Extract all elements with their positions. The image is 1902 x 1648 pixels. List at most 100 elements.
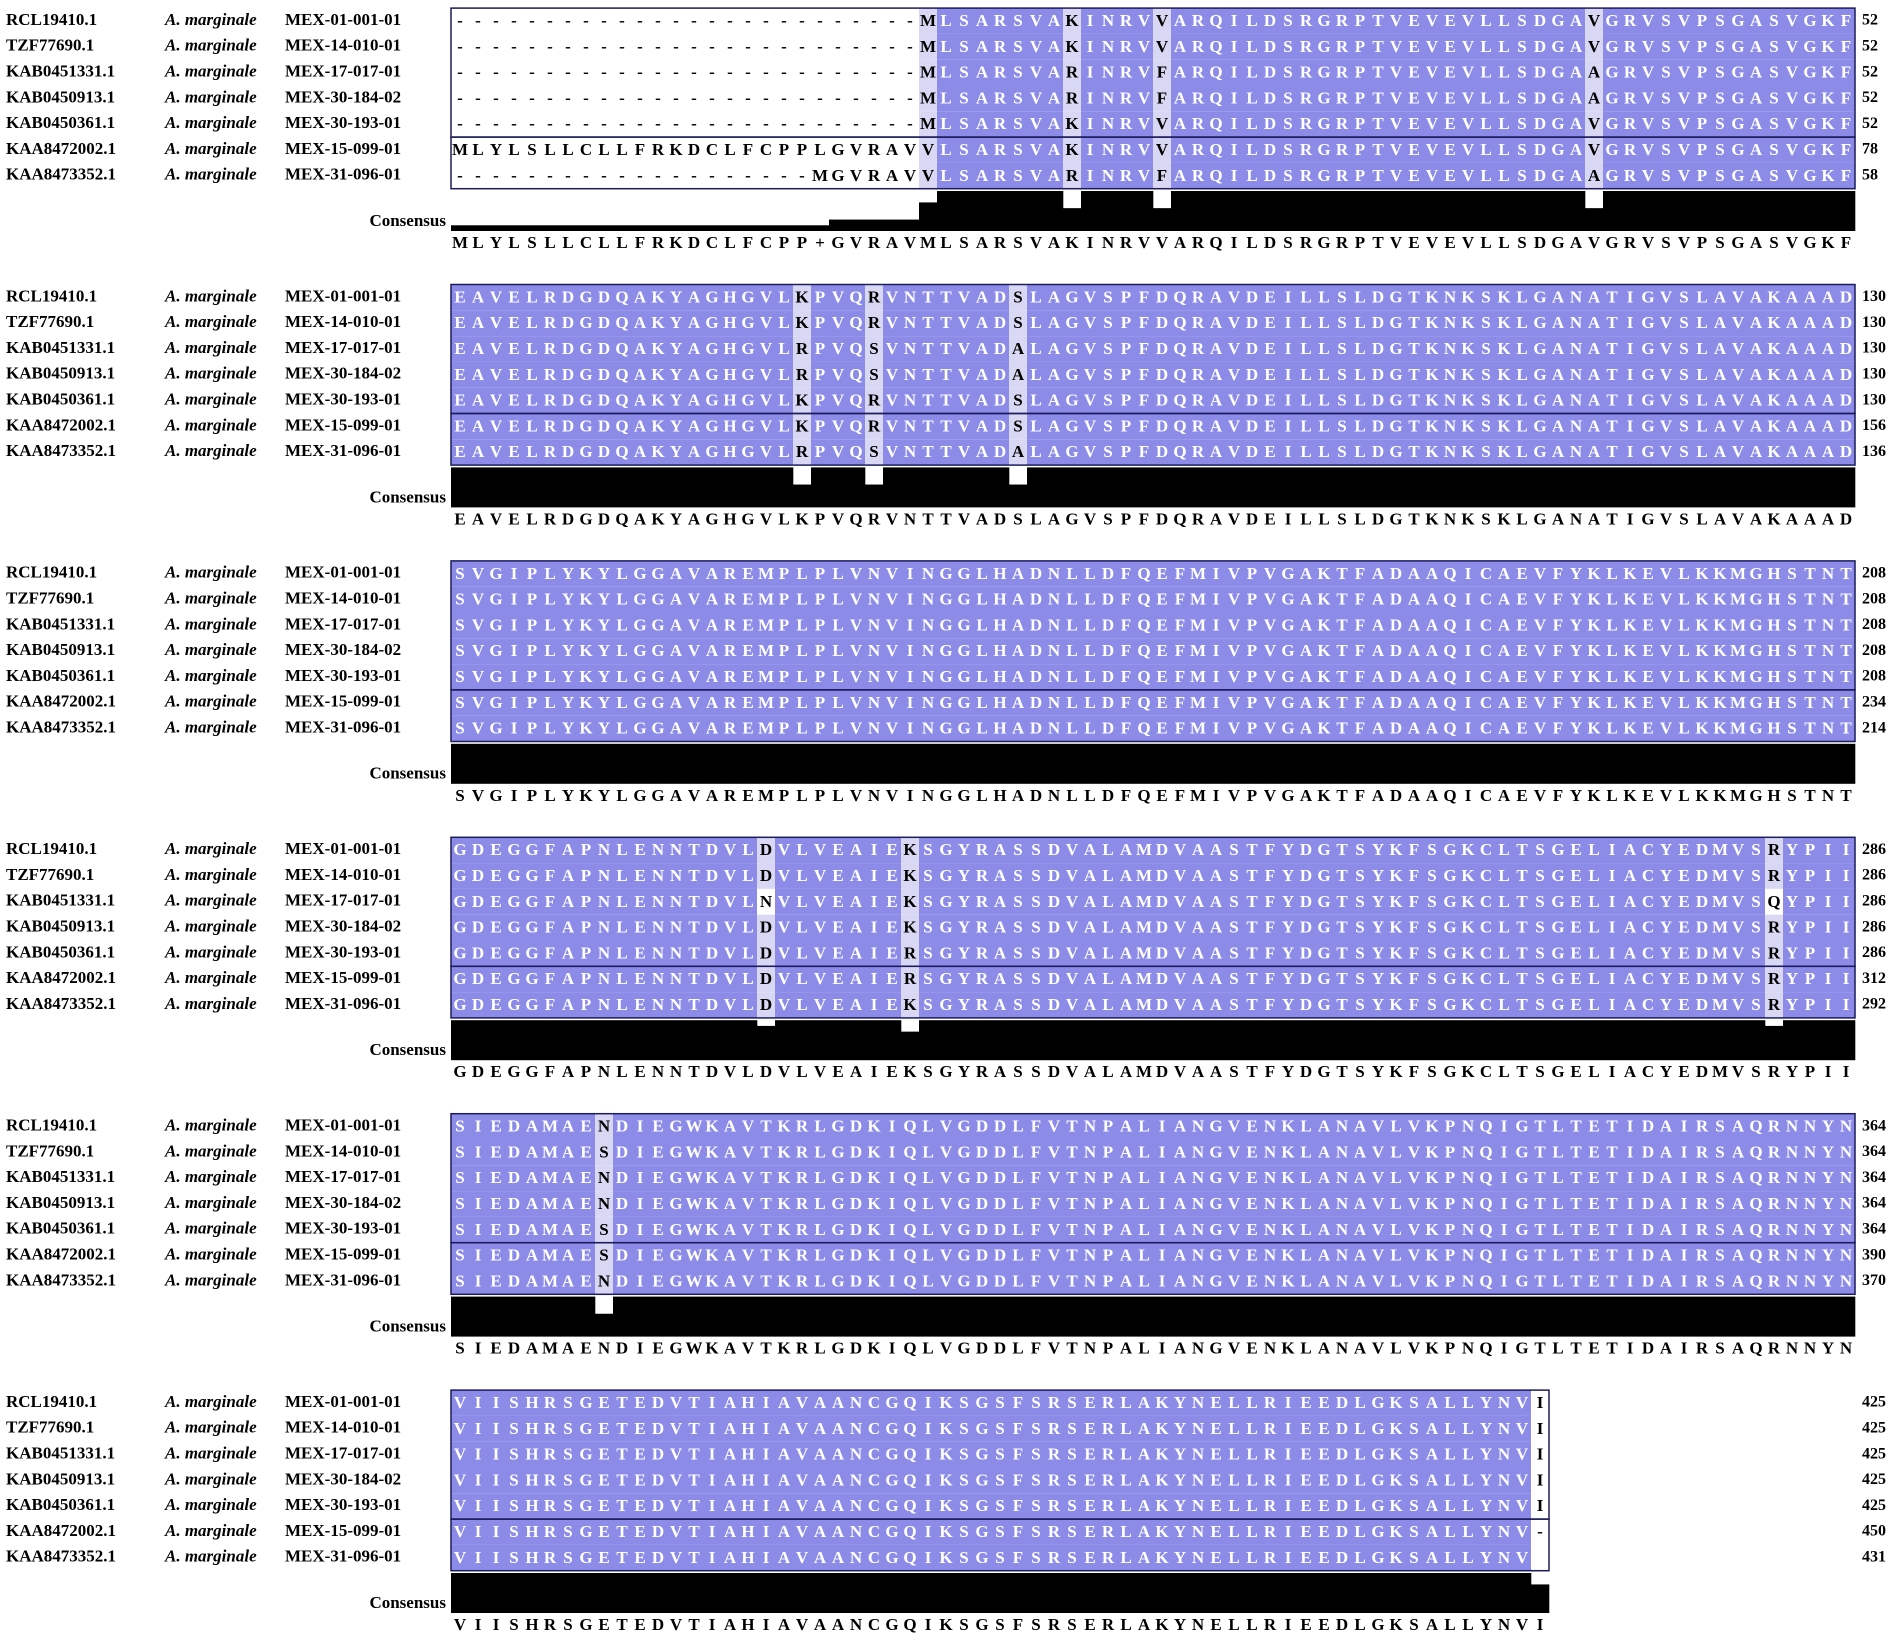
- conservation-bar: [577, 1573, 596, 1613]
- conservation-bar: [1747, 1296, 1766, 1337]
- accession: KAB0450361.1: [6, 1495, 115, 1514]
- conservation-bar: [1459, 743, 1478, 784]
- strain: MEX-17-017-01: [285, 1444, 401, 1463]
- conservation-bar: [1297, 1020, 1316, 1061]
- consensus-sequence: M L Y L S L L C L L F R K D C L F C P P + G V R A V M L S A R S V A K I N R V V…: [452, 233, 1851, 252]
- residue-cell: [775, 85, 793, 112]
- residue-cell: [559, 8, 577, 34]
- residue-cell: [1819, 85, 1837, 112]
- residue-cell: [1351, 59, 1369, 86]
- residue-cell: [1009, 111, 1027, 138]
- conservation-bar: [1045, 1020, 1064, 1061]
- residue-cell: [1135, 8, 1153, 34]
- residue-cell: [955, 33, 973, 60]
- species: A. marginale: [164, 113, 257, 132]
- conservation-bar: [595, 1313, 614, 1337]
- conservation-bar: [1045, 1573, 1064, 1613]
- residue-cell: [1189, 8, 1207, 34]
- residue-cell: [1405, 111, 1423, 138]
- residue-cell: [793, 111, 811, 138]
- conservation-bar: [1351, 1573, 1370, 1613]
- species: A. marginale: [164, 1495, 257, 1514]
- residue-cell: [1693, 85, 1711, 112]
- residue-cell: [1657, 8, 1675, 34]
- strain: MEX-14-010-01: [285, 589, 401, 608]
- residue-cell: [1837, 33, 1855, 60]
- conservation-bar: [649, 1020, 668, 1061]
- conservation-bar: [577, 743, 596, 784]
- species: A. marginale: [164, 390, 257, 409]
- species: A. marginale: [164, 1521, 257, 1540]
- conservation-bar: [1621, 743, 1640, 784]
- strain: MEX-01-001-01: [285, 1392, 401, 1411]
- conservation-bar: [1153, 467, 1172, 508]
- species: A. marginale: [164, 865, 257, 884]
- residue-cell: [937, 59, 955, 86]
- position: 292: [1862, 996, 1886, 1013]
- residue-cell: [1009, 33, 1027, 60]
- residue-cell: [955, 8, 973, 34]
- species: A. marginale: [164, 1392, 257, 1411]
- residue-cell: [991, 85, 1009, 112]
- accession: KAA8472002.1: [6, 139, 116, 158]
- conservation-bar: [1369, 1296, 1388, 1337]
- accession: KAA8473352.1: [6, 165, 116, 184]
- accession: KAB0450361.1: [6, 113, 115, 132]
- accession: KAB0451331.1: [6, 1167, 115, 1186]
- residue-cell: [1441, 111, 1459, 138]
- accession: RCL19410.1: [6, 286, 97, 305]
- residue-cell: [1099, 85, 1117, 112]
- conservation-bar: [1441, 743, 1460, 784]
- residue-cell: [847, 59, 865, 86]
- conservation-bar: [1225, 467, 1244, 508]
- conservation-bar: [559, 1296, 578, 1337]
- species: A. marginale: [164, 614, 257, 633]
- residue-cell: [1747, 59, 1765, 86]
- conservation-bar: [937, 1573, 956, 1613]
- residue-cell: [541, 33, 559, 60]
- conservation-bar: [1801, 1020, 1820, 1061]
- conservation-bar: [1351, 191, 1370, 231]
- accession: TZF77690.1: [6, 1141, 94, 1160]
- accession: KAB0450361.1: [6, 1219, 115, 1238]
- conservation-bar: [1117, 1573, 1136, 1613]
- residue-cell: [667, 8, 685, 34]
- conservation-bar: [901, 1296, 920, 1337]
- residue-cell: [973, 8, 991, 34]
- residue-cell: [793, 8, 811, 34]
- position: 136: [1862, 443, 1886, 460]
- residue-cell: [1297, 59, 1315, 86]
- strain: MEX-30-193-01: [285, 666, 401, 685]
- species: A. marginale: [164, 364, 257, 383]
- conservation-bar: [1675, 1296, 1694, 1337]
- strain: MEX-30-184-02: [285, 1193, 401, 1212]
- conservation-bar: [523, 1020, 542, 1061]
- conservation-bar: [703, 225, 722, 231]
- conservation-bar: [631, 743, 650, 784]
- species: A. marginale: [164, 10, 257, 29]
- conservation-bar: [1459, 1573, 1478, 1613]
- conservation-bar: [757, 1025, 776, 1061]
- conservation-bar: [757, 1296, 776, 1337]
- conservation-bar: [1621, 191, 1640, 231]
- conservation-bar: [1171, 1296, 1190, 1337]
- conservation-bar: [883, 1020, 902, 1061]
- residue-cell: [1261, 59, 1279, 86]
- conservation-bar: [1009, 484, 1028, 508]
- position: 52: [1862, 89, 1878, 106]
- conservation-bar: [1243, 1296, 1262, 1337]
- residue-cell: [1153, 33, 1171, 60]
- residue-cell: [1693, 59, 1711, 86]
- residue-cell: [1387, 59, 1405, 86]
- conservation-bar: [613, 467, 632, 508]
- position: 130: [1862, 314, 1886, 331]
- conservation-bar: [1765, 1025, 1784, 1061]
- conservation-bar: [901, 743, 920, 784]
- conservation-bar: [451, 1296, 470, 1337]
- conservation-bar: [1297, 467, 1316, 508]
- position: 425: [1862, 1394, 1886, 1411]
- conservation-bar: [1045, 191, 1064, 231]
- conservation-bar: [1297, 743, 1316, 784]
- species: A. marginale: [164, 692, 257, 711]
